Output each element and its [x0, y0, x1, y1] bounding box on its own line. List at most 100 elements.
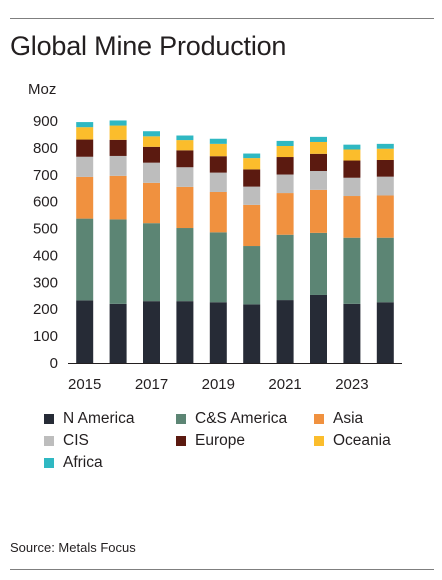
- y-tick-label: 200: [33, 301, 58, 318]
- y-tick-label: 900: [33, 113, 58, 130]
- legend-label: CIS: [63, 432, 89, 449]
- bar-segment-cis-2017: [143, 162, 160, 183]
- bar-segment-oceania-2022: [310, 141, 327, 154]
- bar-segment-c-s-america-2018: [176, 228, 194, 302]
- y-tick-label: 800: [33, 140, 58, 157]
- bar-segment-asia-2016: [109, 175, 127, 220]
- bar-segment-africa-2021: [276, 140, 294, 147]
- bar-segment-africa-2015: [76, 122, 94, 128]
- bar-segment-europe-2021: [276, 157, 294, 175]
- bar-segment-europe-2016: [109, 139, 127, 156]
- bar-segment-n-america-2023: [343, 303, 361, 363]
- legend-swatch: [314, 414, 324, 424]
- bar-segment-africa-2017: [143, 131, 160, 137]
- bar-segment-oceania-2020: [243, 158, 261, 170]
- bar-segment-africa-2024: [376, 143, 394, 149]
- x-tick-label: 2017: [135, 376, 168, 393]
- bar-segment-asia-2023: [343, 196, 361, 238]
- bar-segment-asia-2017: [143, 182, 160, 224]
- bar-segment-africa-2022: [310, 136, 327, 142]
- legend-item-europe: Europe: [176, 432, 245, 450]
- bar-segment-c-s-america-2016: [109, 219, 127, 304]
- legend-swatch: [44, 436, 54, 446]
- legend-swatch: [176, 414, 186, 424]
- bar-segment-asia-2022: [310, 189, 327, 233]
- bar-segment-africa-2016: [109, 120, 127, 126]
- legend-swatch: [176, 436, 186, 446]
- legend-item-asia: Asia: [314, 410, 363, 428]
- bar-segment-n-america-2018: [176, 301, 194, 363]
- bar-segment-n-america-2019: [209, 302, 227, 363]
- legend-label: N America: [63, 410, 135, 427]
- bar-segment-europe-2020: [243, 169, 261, 187]
- bar-segment-asia-2018: [176, 186, 194, 229]
- legend-label: Europe: [195, 432, 245, 449]
- legend-swatch: [314, 436, 324, 446]
- bar-segment-cis-2019: [209, 172, 227, 192]
- bar-segment-oceania-2018: [176, 140, 194, 151]
- y-tick-label: 400: [33, 247, 58, 264]
- bar-segment-africa-2018: [176, 135, 194, 141]
- legend-label: Oceania: [333, 432, 391, 449]
- bar-segment-c-s-america-2023: [343, 237, 361, 304]
- x-tick-label: 2023: [335, 376, 368, 393]
- bar-segment-c-s-america-2017: [143, 223, 160, 302]
- bar-segment-europe-2024: [376, 159, 394, 177]
- bar-segment-cis-2018: [176, 167, 194, 187]
- bar-segment-europe-2015: [76, 139, 94, 157]
- bar-segment-asia-2020: [243, 204, 261, 247]
- legend-label: Africa: [63, 454, 103, 471]
- x-tick-label: 2015: [68, 376, 101, 393]
- bar-segment-cis-2016: [109, 155, 127, 176]
- legend-item-cis: CIS: [44, 432, 89, 450]
- bar-segment-n-america-2015: [76, 300, 94, 363]
- bar-segment-cis-2023: [343, 177, 361, 197]
- legend-item-africa: Africa: [44, 454, 103, 472]
- bar-segment-cis-2024: [376, 176, 394, 196]
- y-tick-label: 600: [33, 194, 58, 211]
- bar-segment-oceania-2021: [276, 146, 294, 158]
- legend-swatch: [44, 458, 54, 468]
- source-note: Source: Metals Focus: [10, 540, 136, 555]
- bar-segment-europe-2017: [143, 146, 160, 163]
- bar-segment-c-s-america-2019: [209, 232, 227, 303]
- bar-segment-c-s-america-2024: [376, 237, 394, 303]
- bar-segment-n-america-2016: [109, 303, 127, 363]
- bar-segment-c-s-america-2022: [310, 232, 327, 295]
- legend-label: C&S America: [195, 410, 288, 427]
- bar-segment-cis-2020: [243, 186, 261, 205]
- y-tick-label: 500: [33, 221, 58, 238]
- bar-segment-asia-2015: [76, 176, 94, 219]
- bar-segment-europe-2019: [209, 156, 227, 173]
- bar-segment-oceania-2019: [209, 143, 227, 157]
- bar-segment-n-america-2020: [243, 304, 261, 363]
- bar-segment-europe-2023: [343, 160, 361, 178]
- stacked-bar-chart: 0 100 200 300 400 500 600 700 800 900 2015 2017 2019…: [33, 113, 402, 393]
- bar-segment-oceania-2023: [343, 149, 361, 161]
- bar-segment-c-s-america-2020: [243, 246, 261, 305]
- bar-segment-africa-2020: [243, 153, 261, 159]
- bar-segment-africa-2023: [343, 144, 361, 150]
- legend-item-c-s-america: C&S America: [176, 410, 287, 428]
- x-tick-label: 2021: [268, 376, 301, 393]
- bar-segment-europe-2022: [310, 153, 327, 172]
- y-tick-label: 700: [33, 167, 58, 184]
- bar-segment-oceania-2016: [109, 125, 127, 140]
- bar-segment-n-america-2022: [310, 294, 327, 363]
- x-tick-label: 2019: [202, 376, 235, 393]
- bar-segment-n-america-2021: [276, 300, 294, 363]
- bar-segment-asia-2024: [376, 195, 394, 238]
- legend-item-n-america: N America: [44, 410, 135, 428]
- bar-segment-oceania-2015: [76, 127, 94, 140]
- legend-swatch: [44, 414, 54, 424]
- bar-segment-n-america-2017: [143, 301, 160, 363]
- bar-segment-africa-2019: [209, 138, 227, 144]
- y-tick-label: 0: [50, 355, 58, 372]
- legend-label: Asia: [333, 410, 364, 427]
- bar-segment-cis-2022: [310, 171, 327, 190]
- bar-segment-oceania-2024: [376, 148, 394, 160]
- bar-segment-oceania-2017: [143, 136, 160, 147]
- bar-segment-cis-2021: [276, 174, 294, 194]
- bar-segment-c-s-america-2015: [76, 218, 94, 301]
- chart-legend: N America C&S America Asia CIS Europe Oceania…: [44, 410, 424, 480]
